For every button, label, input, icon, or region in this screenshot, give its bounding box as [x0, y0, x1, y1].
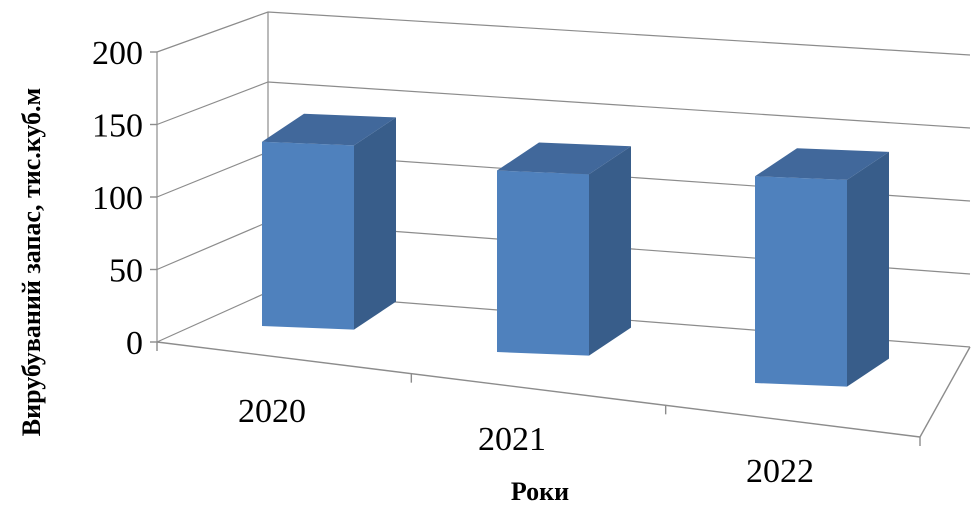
bar-front-face: [755, 176, 847, 387]
x-tick-label: 2022: [746, 453, 814, 490]
x-tick-labels: 2020 2021 2022: [238, 393, 814, 490]
y-tick-label: 150: [92, 108, 143, 145]
x-axis-title: Роки: [511, 477, 569, 506]
bar: [497, 142, 631, 356]
bar-front-face: [262, 141, 354, 330]
x-tick-label: 2020: [238, 393, 306, 430]
bar-top-face: [497, 142, 631, 175]
y-axis-title: Вирубуваний запас, тис.куб.м: [17, 88, 46, 437]
y-tick-label: 0: [126, 325, 143, 362]
gridline: [156, 81, 971, 129]
bar-side-face: [847, 151, 889, 387]
floor-front-edge: [156, 341, 921, 438]
y-tick-label: 100: [92, 180, 143, 217]
bars: [262, 113, 889, 387]
bar-top-face: [262, 113, 396, 146]
y-tick-labels: 0 50 100 150 200: [92, 35, 143, 362]
bar: [262, 113, 396, 330]
x-tick-label: 2021: [478, 421, 546, 458]
bar-side-face: [589, 146, 631, 356]
bar-side-face: [354, 117, 396, 330]
floor-right-edge: [919, 346, 971, 438]
bar-top-face: [755, 148, 889, 180]
y-tick-label: 200: [92, 35, 143, 72]
bar-front-face: [497, 170, 589, 356]
y-tick-label: 50: [109, 253, 143, 290]
gridline: [156, 11, 971, 56]
bar: [755, 148, 889, 387]
